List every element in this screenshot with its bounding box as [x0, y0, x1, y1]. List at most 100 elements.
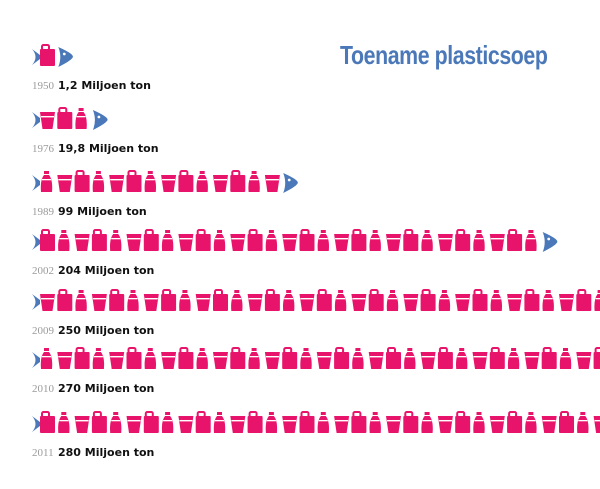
bottle-icon — [265, 230, 278, 251]
fish-eye-icon — [62, 52, 66, 56]
row-label: 2011 280 Miljoen ton — [32, 443, 154, 461]
cup-icon — [489, 234, 505, 251]
series-row — [32, 229, 558, 252]
fish-tail-icon — [32, 175, 40, 191]
bottle-icon — [456, 348, 468, 369]
bottle-icon — [473, 230, 485, 251]
bag-icon — [455, 411, 471, 433]
bag-icon — [386, 347, 401, 369]
fish-eye-icon — [287, 178, 291, 182]
bottle-icon — [92, 348, 105, 369]
cup-icon — [230, 416, 246, 433]
bottle-icon — [248, 171, 260, 192]
year-label: 1989 — [32, 206, 54, 218]
bag-icon — [91, 229, 107, 251]
cup-icon — [334, 416, 350, 433]
cup-icon — [282, 234, 298, 251]
fish-head-icon — [542, 232, 558, 252]
bag-icon — [247, 229, 263, 251]
cup-icon — [472, 352, 488, 369]
fish-tail-icon — [32, 234, 40, 250]
bottle-icon — [161, 412, 174, 433]
bag-icon — [403, 229, 419, 251]
bag-icon — [57, 107, 73, 129]
bottle-icon — [179, 290, 191, 311]
amount-label: 1,2 Miljoen ton — [58, 79, 151, 92]
bottle-icon — [352, 348, 364, 369]
bag-icon — [40, 44, 55, 66]
year-label: 1976 — [32, 143, 54, 155]
row-label: 1976 19,8 Miljoen ton — [32, 139, 159, 157]
bottle-icon — [369, 412, 381, 433]
row-label: 1950 1,2 Miljoen ton — [32, 76, 151, 94]
bottle-icon — [144, 171, 156, 192]
fish-head-icon — [283, 173, 298, 193]
bottle-icon — [317, 230, 329, 251]
year-label: 1950 — [32, 80, 54, 92]
bottle-icon — [110, 230, 122, 251]
cup-icon — [161, 175, 177, 192]
cup-icon — [178, 416, 194, 433]
bag-icon — [126, 347, 142, 369]
cup-icon — [524, 352, 540, 369]
series-row — [32, 44, 74, 67]
bag-icon — [403, 411, 419, 433]
bag-icon — [351, 411, 367, 433]
bottle-icon — [525, 230, 537, 251]
series-row — [32, 170, 298, 193]
bag-icon — [299, 411, 315, 433]
cup-icon — [316, 352, 332, 369]
bag-icon — [74, 170, 90, 192]
cup-icon — [420, 352, 436, 369]
bottle-icon — [577, 412, 589, 433]
bag-icon — [143, 229, 159, 251]
bottle-icon — [144, 348, 156, 369]
series-row — [32, 411, 600, 433]
fish-tail-icon — [32, 416, 40, 432]
bag-icon — [437, 347, 453, 369]
bottle-icon — [75, 108, 87, 129]
cup-icon — [403, 294, 419, 311]
bag-icon — [230, 347, 246, 369]
bottle-icon — [231, 290, 243, 311]
bottle-icon — [248, 348, 260, 369]
bag-icon — [299, 229, 315, 251]
cup-icon — [386, 234, 401, 251]
cup-icon — [178, 234, 194, 251]
bag-icon — [40, 229, 55, 251]
bottle-icon — [58, 230, 70, 251]
bottle-icon — [421, 412, 433, 433]
cup-icon — [126, 234, 142, 251]
bag-icon — [576, 289, 592, 311]
cup-icon — [230, 234, 246, 251]
bag-icon — [524, 289, 540, 311]
amount-label: 204 Miljoen ton — [58, 264, 155, 277]
fish-tail-icon — [32, 49, 40, 65]
cup-icon — [195, 294, 211, 311]
cup-icon — [576, 352, 592, 369]
series-row — [32, 107, 108, 130]
cup-icon — [213, 175, 228, 192]
bag-icon — [334, 347, 350, 369]
year-label: 2002 — [32, 265, 54, 277]
amount-label: 250 Miljoen ton — [58, 324, 155, 337]
cup-icon — [386, 416, 401, 433]
series-row — [32, 289, 600, 311]
bottle-icon — [334, 290, 347, 311]
bottle-icon — [110, 412, 122, 433]
cup-icon — [264, 352, 280, 369]
bottle-icon — [317, 412, 329, 433]
cup-icon — [40, 294, 55, 311]
bottle-icon — [542, 290, 554, 311]
cup-icon — [507, 294, 523, 311]
bag-icon — [161, 289, 177, 311]
bottle-icon — [213, 412, 226, 433]
bag-icon — [455, 229, 471, 251]
bag-icon — [109, 289, 125, 311]
cup-icon — [161, 352, 177, 369]
cup-icon — [541, 416, 557, 433]
bag-icon — [541, 347, 557, 369]
bottle-icon — [594, 290, 600, 311]
bottle-icon — [300, 348, 312, 369]
